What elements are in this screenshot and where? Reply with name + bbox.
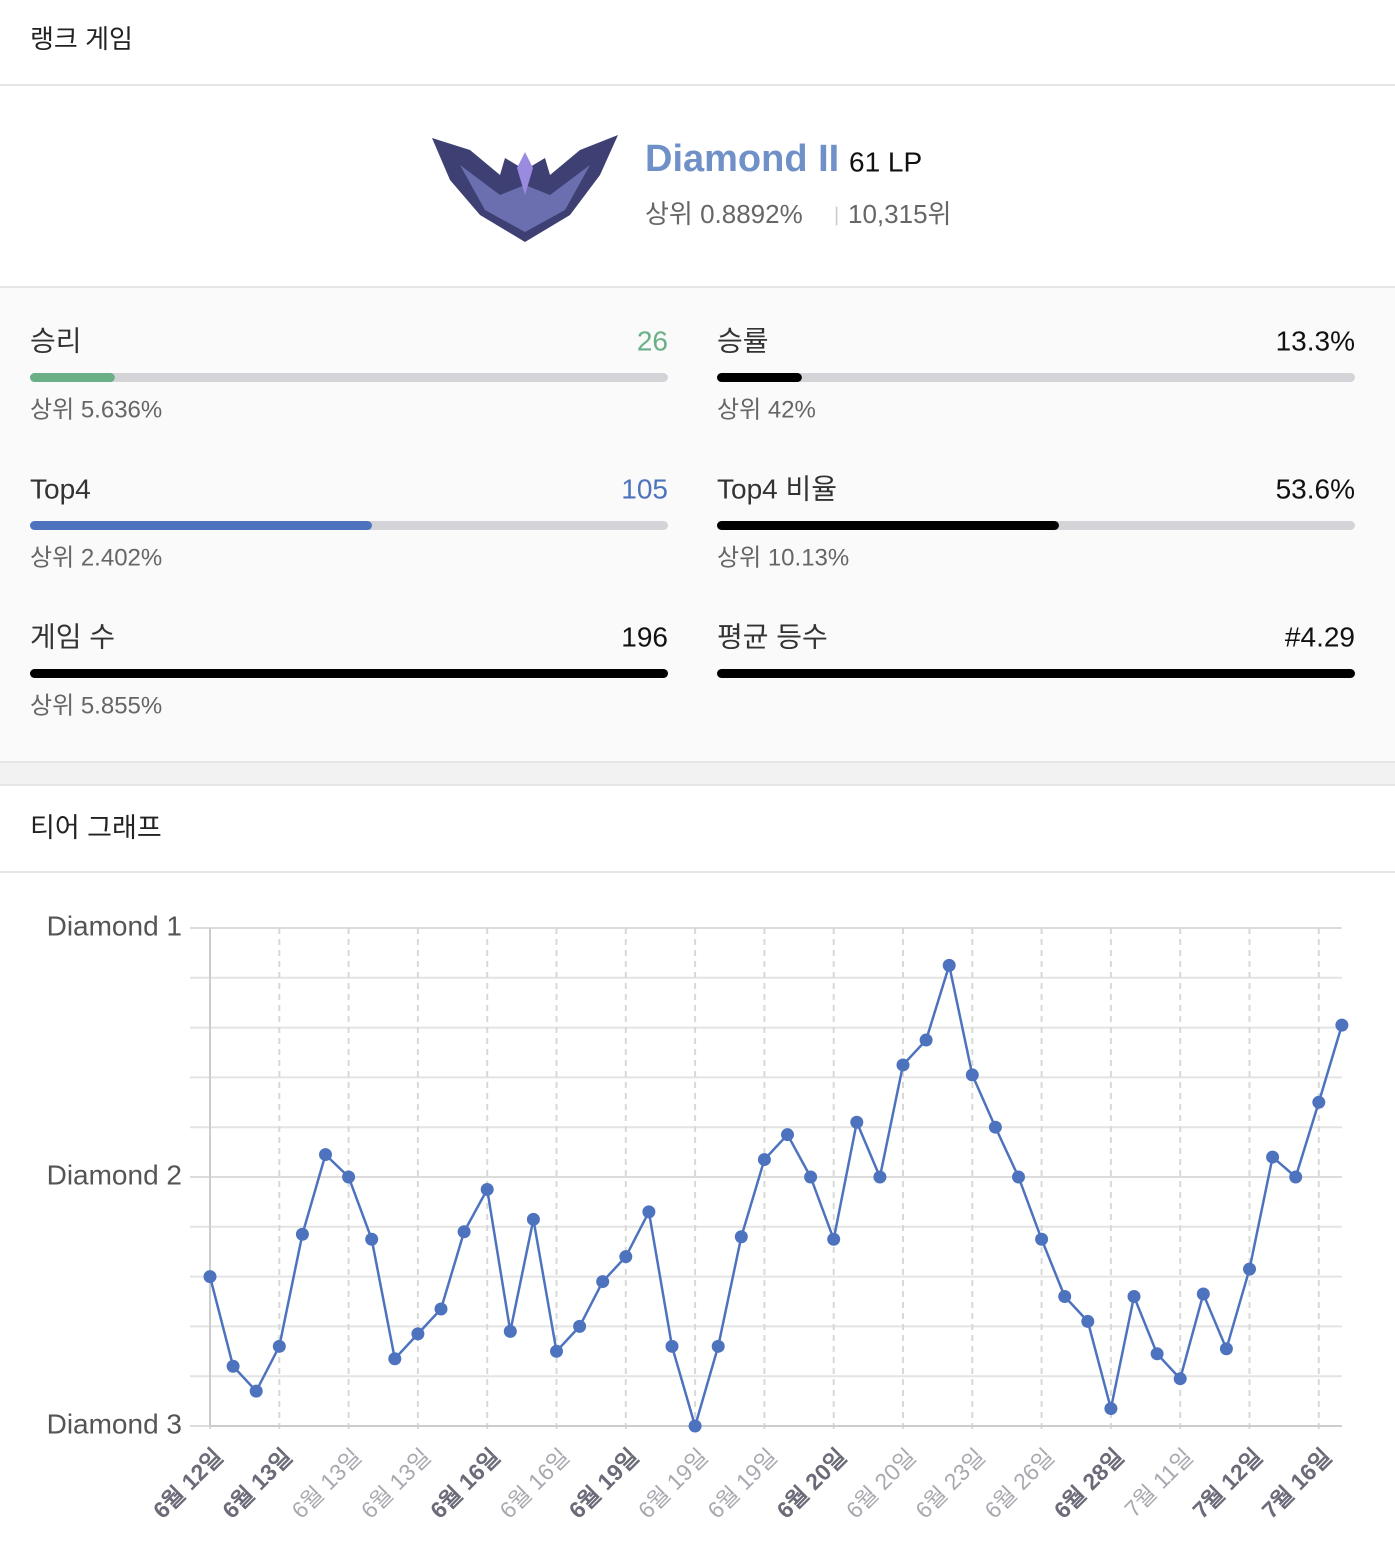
stat-bar xyxy=(717,373,802,382)
stat-value: 26 xyxy=(637,325,668,356)
point xyxy=(1219,1342,1233,1356)
point xyxy=(781,1128,794,1142)
y-tick-label: Diamond 3 xyxy=(47,1408,182,1439)
point xyxy=(942,958,956,972)
point xyxy=(203,1270,217,1284)
point xyxy=(988,1120,1002,1134)
stat-value: 53.6% xyxy=(1276,473,1355,504)
point xyxy=(665,1339,679,1353)
point xyxy=(804,1170,818,1184)
y-tick-label: Diamond 1 xyxy=(47,910,182,941)
point xyxy=(1289,1170,1303,1184)
point xyxy=(342,1170,356,1184)
point xyxy=(734,1230,748,1244)
point xyxy=(596,1275,610,1289)
stat-sub: 상위 10.13% xyxy=(717,544,849,571)
stat-bar xyxy=(717,669,1355,678)
stat-bar xyxy=(30,373,115,382)
stat-bar xyxy=(30,521,372,530)
point xyxy=(711,1339,725,1353)
tier-emblem xyxy=(432,135,618,242)
stat-value: 196 xyxy=(621,621,668,652)
point xyxy=(919,1033,933,1047)
point xyxy=(503,1324,517,1338)
point xyxy=(480,1182,494,1196)
stat-label: 평균 등수 xyxy=(717,621,828,652)
point xyxy=(1058,1290,1072,1304)
point xyxy=(457,1225,471,1239)
point xyxy=(965,1068,979,1082)
tier-lp: 61 LP xyxy=(849,146,922,177)
emblem-gem xyxy=(517,152,533,195)
stat-value: #4.29 xyxy=(1285,621,1355,652)
point xyxy=(295,1227,309,1241)
point xyxy=(1243,1262,1256,1276)
point xyxy=(757,1153,771,1167)
stat-label: 승률 xyxy=(717,325,769,356)
point xyxy=(1127,1290,1141,1304)
separator: | xyxy=(834,204,839,226)
point xyxy=(1012,1170,1025,1184)
point xyxy=(642,1205,656,1219)
stat-sub: 상위 2.402% xyxy=(30,544,162,571)
point xyxy=(1312,1095,1326,1109)
point xyxy=(526,1212,540,1226)
y-tick-label: Diamond 2 xyxy=(47,1159,182,1190)
point xyxy=(550,1344,563,1358)
stat-label: Top4 xyxy=(30,473,91,504)
stat-sub: 상위 5.636% xyxy=(30,396,162,423)
point xyxy=(388,1352,402,1366)
stat-value: 13.3% xyxy=(1276,325,1355,356)
stat-sub: 상위 5.855% xyxy=(30,692,162,719)
stat-bar-track xyxy=(30,373,668,382)
point xyxy=(1266,1150,1280,1164)
point xyxy=(573,1319,587,1333)
section-title: 랭크 게임 xyxy=(30,24,133,54)
stat-label: 승리 xyxy=(30,325,82,356)
point xyxy=(827,1232,841,1246)
point xyxy=(688,1419,702,1433)
gap xyxy=(0,762,1395,785)
point xyxy=(272,1339,286,1353)
point xyxy=(1104,1402,1118,1416)
point xyxy=(249,1384,263,1398)
point xyxy=(1035,1232,1049,1246)
stat-bar xyxy=(717,521,1059,530)
point xyxy=(850,1115,864,1129)
point xyxy=(1173,1372,1187,1386)
section-title: 티어 그래프 xyxy=(30,813,162,843)
stat-label: 게임 수 xyxy=(30,621,115,652)
emblem-inner xyxy=(460,165,590,232)
stat-bar-track xyxy=(717,373,1355,382)
point xyxy=(873,1170,887,1184)
point xyxy=(1335,1018,1349,1032)
point xyxy=(619,1250,633,1264)
point xyxy=(896,1058,910,1072)
tier-name: Diamond II xyxy=(645,138,839,180)
point xyxy=(319,1148,332,1162)
stat-label: Top4 비율 xyxy=(717,473,837,504)
point xyxy=(365,1232,379,1246)
point xyxy=(434,1302,448,1316)
tier-rank: 10,315위 xyxy=(848,199,951,229)
point xyxy=(226,1359,240,1373)
stat-sub: 상위 42% xyxy=(717,396,816,423)
point xyxy=(1196,1287,1210,1301)
point xyxy=(411,1327,425,1341)
stat-bar xyxy=(30,669,668,678)
tier-top: 상위 0.8892% xyxy=(645,199,803,229)
point xyxy=(1081,1314,1095,1328)
point xyxy=(1150,1347,1164,1361)
stat-value: 105 xyxy=(621,473,668,504)
